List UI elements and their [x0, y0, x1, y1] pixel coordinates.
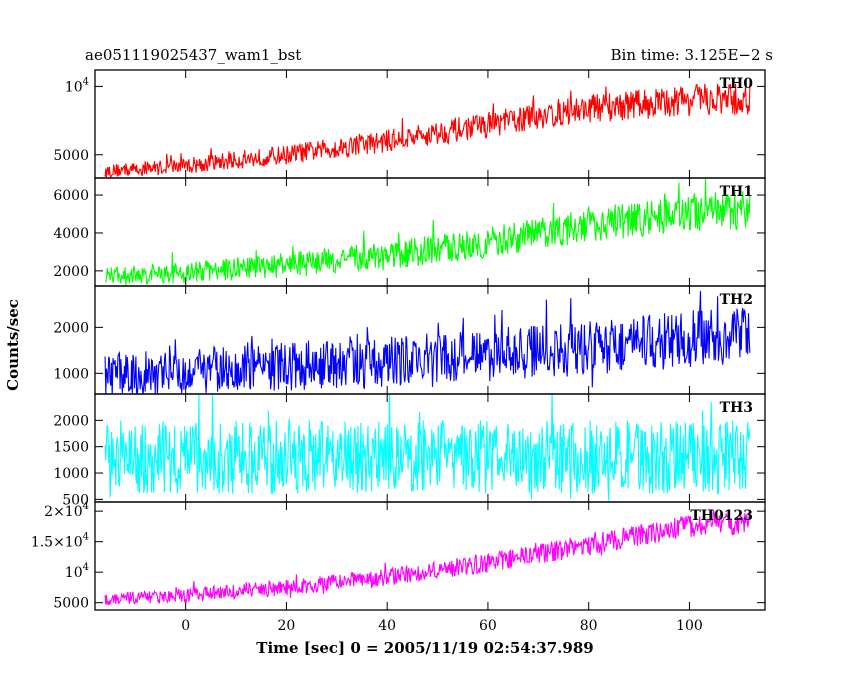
panel-label-th3: TH3 [720, 400, 753, 416]
panel-label-th2: TH2 [720, 292, 753, 308]
x-tick-label: 60 [479, 618, 497, 634]
y-axis-title: Counts/sec [4, 299, 22, 391]
panel-frame [94, 501, 766, 611]
y-tick-label: 2000 [53, 413, 89, 429]
series-line-th3 [104, 394, 751, 501]
series-line-th0123 [104, 509, 751, 606]
panel-th2: 1000 2000 TH2 [53, 285, 766, 395]
y-tick-label: 2000 [53, 264, 89, 280]
y-tick-label: 104 [65, 562, 89, 581]
panel-frame [94, 69, 766, 179]
x-tick-label: 80 [580, 618, 598, 634]
panel-th0123: 5000 104 1.5×104 2×104 TH0123 [31, 501, 766, 612]
panel-th1: 2000 4000 6000 TH1 [53, 177, 766, 287]
panel-label-th1: TH1 [720, 184, 753, 200]
series-line-th2 [104, 290, 751, 394]
y-tick-label: 1000 [53, 466, 89, 482]
y-tick-label: 500 [62, 492, 89, 508]
x-axis-title: Time [sec] 0 = 2005/11/19 02:54:37.989 [256, 639, 593, 657]
y-tick-label: 2000 [53, 320, 89, 336]
x-tick-label: 0 [181, 618, 190, 634]
y-tick-label: 1500 [53, 440, 89, 456]
y-tick-label: 5000 [53, 148, 89, 164]
y-tick-label: 5000 [53, 596, 89, 612]
y-tick-label: 6000 [53, 188, 89, 204]
panel-label-th0123: TH0123 [690, 508, 753, 524]
y-tick-label: 1000 [53, 366, 89, 382]
panel-th0: 5000 104 TH0 [53, 69, 766, 179]
y-tick-label: 104 [65, 76, 89, 95]
y-tick-label: 1.5×104 [31, 532, 89, 551]
bin-time-title: Bin time: 3.125E−2 s [611, 46, 773, 64]
panel-label-th0: TH0 [720, 76, 754, 92]
shared-x-axis: 0 20 40 60 80 100 [181, 618, 703, 634]
series-line-th0 [104, 83, 751, 178]
panel-th3: 500 1000 1500 2000 TH3 [53, 393, 766, 508]
series-line-th1 [105, 178, 751, 286]
light-curve-panels: 5000 104 TH0 2000 4000 6000 TH1 1000 2000 TH2 500 1… [31, 69, 766, 612]
y-tick-label: 4000 [53, 226, 89, 242]
x-tick-label: 100 [676, 618, 703, 634]
observation-id-title: ae051119025437_wam1_bst [85, 46, 301, 64]
y-tick-label: 2×104 [44, 501, 89, 520]
x-tick-label: 40 [378, 618, 396, 634]
x-tick-label: 20 [278, 618, 296, 634]
